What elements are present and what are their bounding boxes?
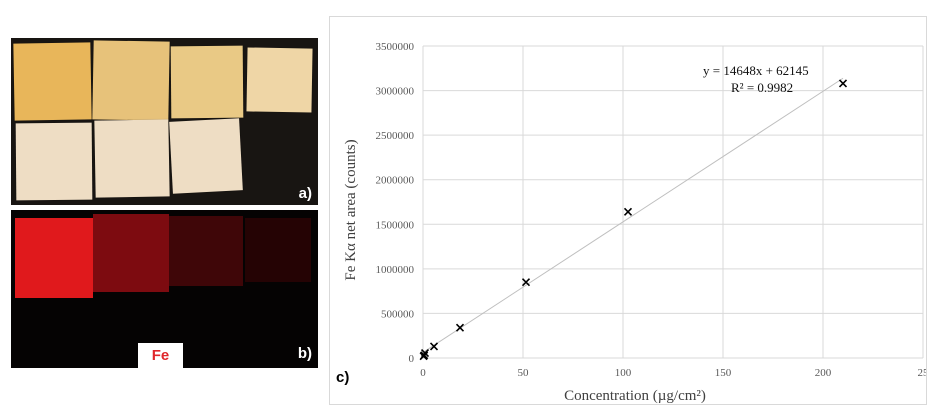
xrf-map-panel: b) (11, 210, 318, 368)
swatch-4 (246, 47, 313, 113)
y-tick-label: 3500000 (376, 41, 415, 53)
xrf-region-4 (245, 218, 311, 282)
y-tick-label: 1000000 (376, 264, 415, 276)
data-point (420, 351, 429, 360)
calibration-chart: 0 50 100 150 200 25 0 500000 1000000 1500000 20000… (329, 16, 927, 405)
r-squared-label: R² = 0.9982 (731, 80, 793, 95)
y-tick-label: 3000000 (376, 86, 415, 98)
y-tick-label: 500000 (381, 308, 415, 320)
panel-c-label: c) (336, 369, 350, 386)
swatch-1 (13, 42, 92, 121)
chart-canvas: 0 50 100 150 200 2505000001000000150000020000… (343, 41, 927, 404)
swatch-6 (94, 119, 170, 198)
panel-b-label: b) (297, 345, 312, 362)
sample-photo-panel: a) (11, 38, 318, 205)
data-point (429, 342, 439, 351)
y-tick-label: 2500000 (376, 130, 415, 142)
trendline (422, 77, 844, 353)
xrf-region-1 (15, 218, 93, 298)
swatch-5 (15, 122, 93, 201)
xrf-region-2 (93, 214, 169, 292)
y-tick-label: 1500000 (376, 219, 415, 231)
x-tick-label: 25 (918, 367, 927, 379)
x-tick-label: 150 (715, 367, 732, 379)
data-point (521, 278, 531, 287)
data-point (838, 79, 848, 88)
element-label: Fe (138, 343, 183, 368)
trendline-equation: y = 14648x + 62145 (703, 63, 809, 78)
y-tick-label: 2000000 (376, 175, 415, 187)
data-point (623, 207, 633, 216)
swatch-3 (170, 45, 244, 119)
panel-a-label: a) (298, 185, 312, 202)
y-axis-title: Fe Kα net area (counts) (343, 139, 359, 280)
x-tick-label: 50 (518, 367, 530, 379)
x-tick-label: 200 (815, 367, 832, 379)
x-tick-label: 100 (615, 367, 632, 379)
x-tick-label: 0 (420, 367, 426, 379)
xrf-region-3 (169, 216, 243, 286)
y-tick-label: 0 (409, 353, 415, 365)
swatch-2 (92, 40, 170, 121)
data-point (455, 323, 465, 332)
data-point (420, 349, 430, 358)
x-axis-title: Concentration (µg/cm²) (564, 388, 706, 404)
swatch-7 (169, 118, 243, 194)
